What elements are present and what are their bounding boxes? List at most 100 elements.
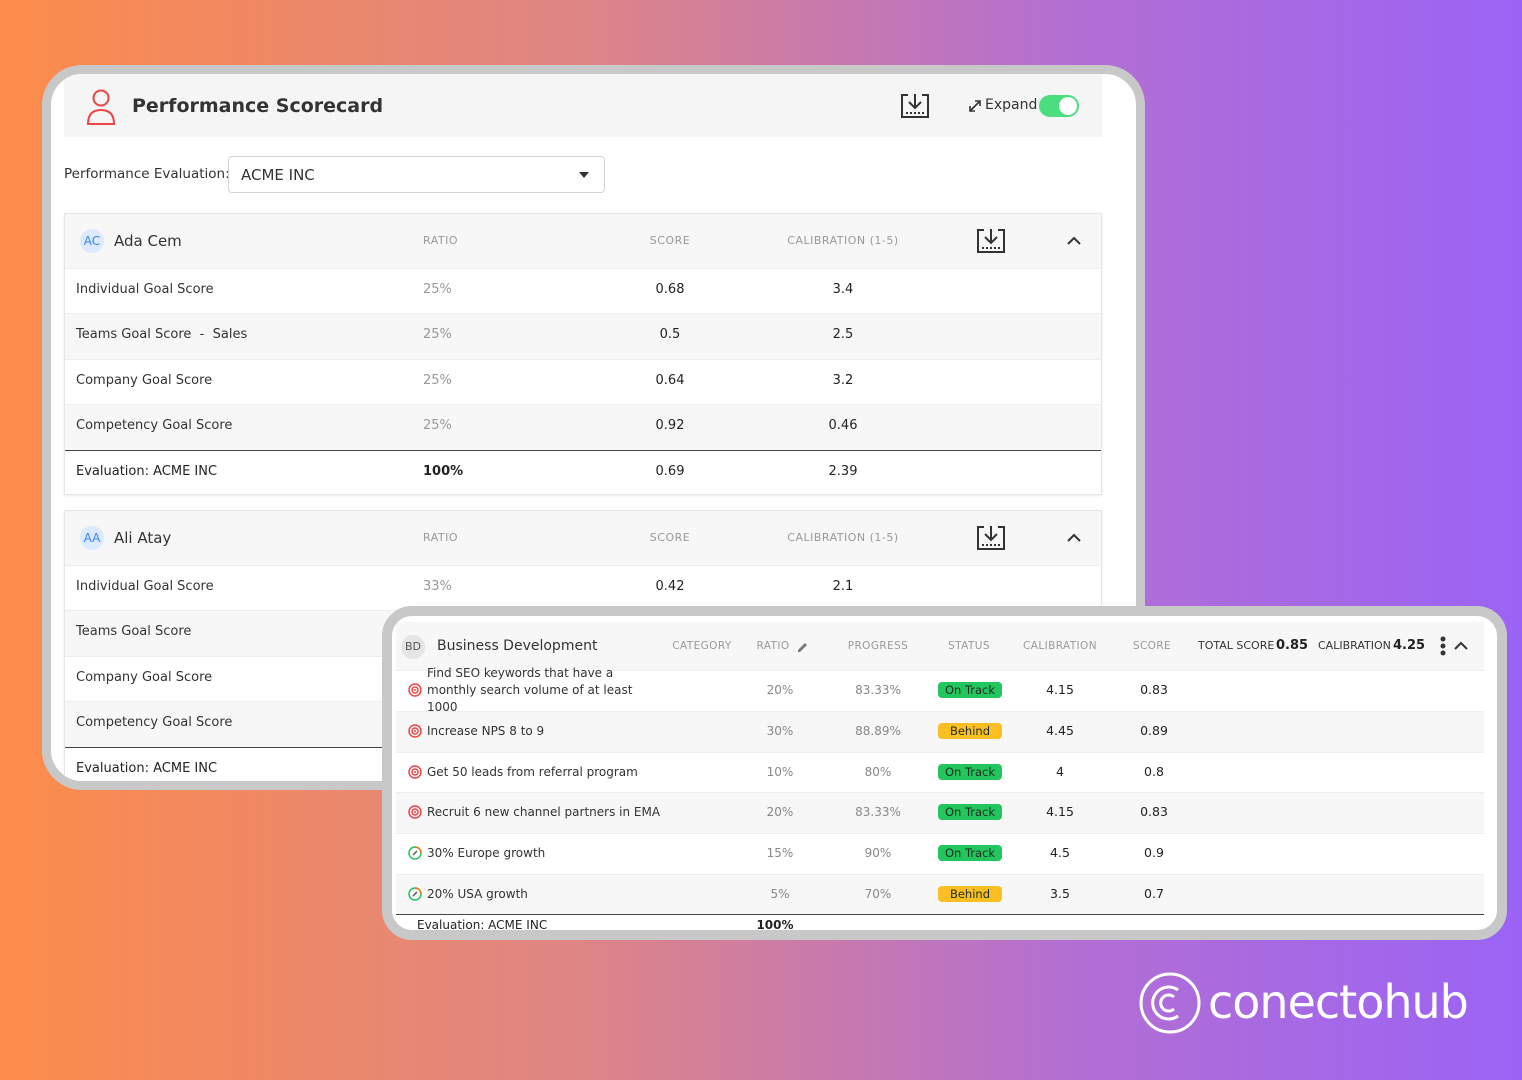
table-row xyxy=(65,404,1101,450)
employee-name: Ali Atay xyxy=(114,529,172,547)
edit-ratio-icon[interactable] xyxy=(796,640,808,652)
total-value: 0.69 xyxy=(655,464,685,479)
cell-value: 83.33% xyxy=(855,805,901,819)
status-badge: On Track xyxy=(938,804,1002,820)
collapse-button[interactable] xyxy=(1066,532,1082,544)
total-score-label: TOTAL SCORE xyxy=(1198,639,1275,652)
status-badge: On Track xyxy=(938,845,1002,861)
calibration-total: 4.25 xyxy=(1393,638,1426,653)
goals-window: BD Business Development CATEGORY RATIO PROGR… xyxy=(382,606,1507,940)
goal-icon xyxy=(408,887,422,901)
row-label: Competency Goal Score xyxy=(76,715,233,730)
card-header xyxy=(65,511,1101,566)
goal-icon xyxy=(408,724,422,738)
total-value: 100% xyxy=(423,464,464,479)
goal-icon xyxy=(408,846,422,860)
goal-name: Get 50 leads from referral program xyxy=(427,764,638,779)
cell-value: 4.15 xyxy=(1046,682,1074,697)
cell-value: 4.45 xyxy=(1046,723,1074,738)
cell-value: 2.1 xyxy=(832,579,854,594)
total-divider xyxy=(396,914,1484,915)
table-row xyxy=(65,565,1101,611)
select-value: ACME INC xyxy=(241,166,315,184)
column-header: CALIBRATION (1-5) xyxy=(787,234,899,247)
cell-value: 20% xyxy=(766,805,794,819)
column-header: CATEGORY xyxy=(672,640,732,652)
person-icon xyxy=(86,89,116,125)
column-header: SCORE xyxy=(649,234,691,247)
cell-value: 0.9 xyxy=(1144,845,1164,860)
cell-value: 2.5 xyxy=(832,327,854,342)
column-header: CALIBRATION xyxy=(1023,640,1097,652)
column-header: RATIO xyxy=(423,531,458,544)
cell-value: 0.64 xyxy=(655,373,685,388)
status-badge: On Track xyxy=(938,682,1002,698)
cell-value: 0.92 xyxy=(655,418,685,433)
brand-name: conectohub xyxy=(1208,975,1469,1029)
goal-name: Increase NPS 8 to 9 xyxy=(427,723,545,738)
avatar: AC xyxy=(80,229,104,253)
column-header: SCORE xyxy=(649,531,691,544)
goal-icon xyxy=(408,805,422,819)
column-header: STATUS xyxy=(948,640,990,652)
total-divider xyxy=(65,450,1101,451)
cell-value: 3.2 xyxy=(832,373,854,388)
avatar: BD xyxy=(401,635,425,659)
goal-name: Recruit 6 new channel partners in EMA xyxy=(427,804,661,819)
status-badge: On Track xyxy=(938,764,1002,780)
cell-value: 0.68 xyxy=(655,282,685,297)
cell-value: 25% xyxy=(423,373,452,388)
cell-value: 0.5 xyxy=(659,327,681,342)
cell-value: 90% xyxy=(864,846,892,860)
cell-value: 4 xyxy=(1056,764,1064,779)
filter-label: Performance Evaluation: xyxy=(64,166,230,182)
cell-value: 3.4 xyxy=(832,282,854,297)
column-header: RATIO xyxy=(756,640,790,652)
page-title: Performance Scorecard xyxy=(132,95,384,117)
collapse-button[interactable] xyxy=(1066,235,1082,247)
calibration-label: CALIBRATION xyxy=(1318,639,1391,652)
cell-value: 4.5 xyxy=(1050,845,1070,860)
row-label: Individual Goal Score xyxy=(76,579,214,594)
collapse-button[interactable] xyxy=(1453,640,1469,652)
cell-value: 0.83 xyxy=(1140,804,1168,819)
table-row xyxy=(65,313,1101,359)
goal-name: 30% Europe growth xyxy=(427,845,546,860)
total-label: Evaluation: ACME INC xyxy=(76,464,218,479)
row-label: Individual Goal Score xyxy=(76,282,214,297)
cell-value: 88.89% xyxy=(855,724,901,738)
select-caret xyxy=(579,172,589,178)
cell-value: 4.15 xyxy=(1046,804,1074,819)
more-menu[interactable] xyxy=(1440,636,1446,656)
cell-value: 15% xyxy=(766,846,794,860)
table-row xyxy=(65,359,1101,405)
cell-value: 25% xyxy=(423,418,452,433)
cell-value: 10% xyxy=(766,765,794,779)
total-score: 0.85 xyxy=(1276,638,1309,653)
cell-value: 83.33% xyxy=(855,683,901,697)
total-label: Evaluation: ACME INC xyxy=(417,918,548,932)
row-label: Teams Goal Score xyxy=(76,624,192,639)
cell-value: 5% xyxy=(770,887,790,901)
brand-logo xyxy=(1139,972,1201,1034)
expand-label: Expand xyxy=(985,97,1038,113)
expand-toggle[interactable] xyxy=(1039,95,1079,117)
goal-icon xyxy=(408,683,422,697)
row-label: Company Goal Score xyxy=(76,670,213,685)
status-badge: Behind xyxy=(938,723,1002,739)
row-label: Competency Goal Score xyxy=(76,418,233,433)
cell-value: 0.83 xyxy=(1140,682,1168,697)
download-button[interactable] xyxy=(975,227,1007,255)
cell-value: 25% xyxy=(423,327,452,342)
download-button[interactable] xyxy=(975,524,1007,552)
cell-value: 70% xyxy=(864,887,892,901)
cell-value: 0.42 xyxy=(655,579,685,594)
evaluation-card: AC Ada Cem RATIO SCORE CALIBRATION (1-5) Indi… xyxy=(64,213,1102,495)
evaluation-select[interactable]: ACME INC xyxy=(228,156,605,193)
total-value: 100% xyxy=(756,918,794,932)
row-label: Company Goal Score xyxy=(76,373,213,388)
table-row xyxy=(65,268,1101,314)
cell-value: 0.46 xyxy=(828,418,858,433)
download-button[interactable] xyxy=(899,92,931,120)
